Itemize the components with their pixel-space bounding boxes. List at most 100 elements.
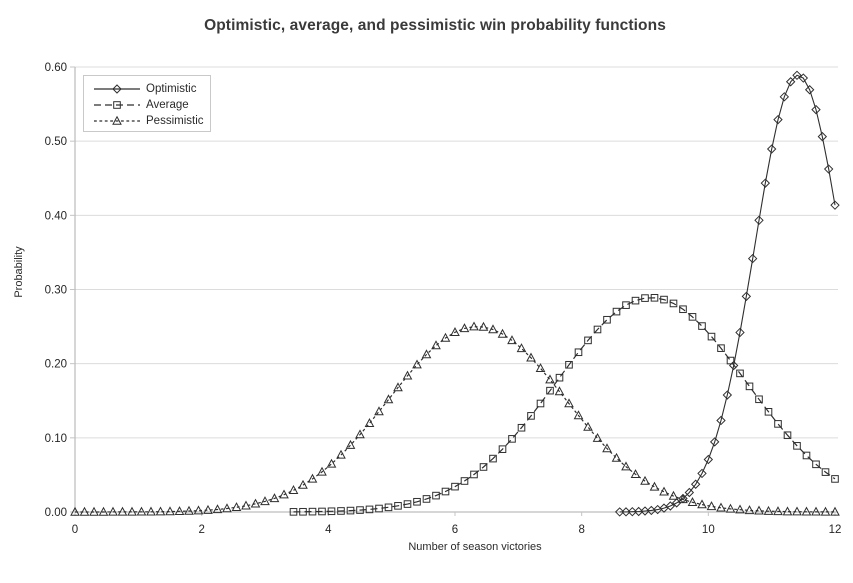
square-marker [365, 505, 374, 514]
square-marker [517, 423, 526, 432]
triangle-marker [402, 370, 413, 380]
triangle-marker [697, 499, 707, 509]
y-tick-label: 0.60 [45, 62, 67, 74]
square-marker [783, 431, 792, 440]
triangle-marker [165, 506, 175, 516]
triangle-marker [112, 115, 122, 125]
diamond-marker [804, 85, 815, 95]
chart-title: Optimistic, average, and pessimistic win… [204, 17, 666, 34]
square-marker [489, 454, 497, 463]
triangle-marker [136, 506, 147, 516]
diamond-marker [735, 327, 745, 338]
y-tick-label: 0.50 [45, 136, 67, 148]
diamond-marker [722, 390, 733, 400]
x-tick-label: 4 [325, 524, 332, 536]
square-marker [669, 299, 678, 308]
triangle-marker [649, 481, 660, 491]
square-marker [745, 382, 754, 391]
triangle-marker [801, 506, 812, 516]
triangle-marker [374, 406, 384, 416]
triangle-marker [459, 323, 470, 333]
square-marker [318, 507, 326, 516]
square-marker [565, 360, 573, 369]
triangle-marker [554, 386, 565, 396]
diamond-marker [627, 506, 638, 517]
x-tick-label: 12 [829, 524, 842, 536]
x-tick-label: 6 [452, 524, 458, 536]
triangle-marker [108, 506, 118, 516]
square-marker [774, 420, 782, 428]
series-pessimistic [70, 321, 840, 516]
triangle-marker [687, 497, 698, 506]
diamond-marker [830, 200, 840, 210]
square-marker [299, 507, 307, 516]
diamond-marker [703, 454, 714, 465]
diamond-marker [817, 131, 828, 142]
diamond-marker [766, 144, 777, 154]
triangle-marker [535, 363, 546, 373]
triangle-marker [222, 503, 232, 513]
diamond-marker [621, 507, 631, 517]
triangle-marker [260, 496, 270, 506]
square-marker [650, 294, 659, 302]
square-marker [346, 506, 355, 515]
y-tick-label: 0.10 [45, 433, 67, 445]
square-marker [717, 344, 725, 352]
triangle-marker [203, 504, 213, 514]
triangle-marker [231, 502, 242, 512]
diamond-marker [747, 253, 758, 264]
triangle-marker [317, 466, 327, 476]
triangle-marker [288, 485, 299, 494]
triangle-marker [773, 506, 783, 516]
triangle-marker [659, 486, 669, 496]
triangle-marker [573, 410, 584, 420]
x-tick-label: 10 [702, 524, 715, 536]
square-marker [831, 475, 839, 483]
pessimistic-line-triangle-icon [94, 115, 140, 125]
triangle-marker [735, 504, 745, 514]
triangle-marker [117, 506, 128, 516]
square-marker [546, 386, 554, 395]
square-marker [612, 307, 621, 316]
triangle-marker [450, 327, 460, 336]
triangle-marker [336, 449, 346, 459]
triangle-marker [754, 505, 764, 515]
diamond-marker [754, 215, 764, 226]
triangle-marker [431, 340, 441, 350]
legend-item-average: Average [93, 97, 210, 113]
diamond-marker [785, 77, 796, 87]
series-optimistic [614, 70, 840, 517]
square-marker [432, 491, 440, 500]
square-marker [508, 435, 516, 443]
square-marker [470, 470, 478, 479]
square-marker [726, 356, 735, 365]
square-marker [603, 315, 611, 324]
triangle-marker [383, 394, 394, 404]
triangle-marker [526, 352, 536, 362]
triangle-marker [393, 382, 403, 392]
square-marker [337, 507, 345, 515]
square-marker [498, 445, 507, 453]
square-marker [327, 507, 336, 516]
square-marker [289, 508, 298, 516]
triangle-marker [250, 498, 261, 508]
triangle-marker [70, 506, 80, 516]
series-average [289, 294, 839, 516]
triangle-marker [782, 506, 793, 516]
triangle-marker [820, 506, 831, 516]
square-marker [413, 497, 421, 506]
triangle-marker [564, 398, 574, 408]
triangle-marker [412, 359, 422, 369]
y-tick-label: 0.30 [45, 285, 67, 297]
legend-item-pessimistic: Pessimistic [93, 113, 210, 129]
square-marker [821, 468, 830, 476]
square-marker [688, 313, 697, 321]
triangle-marker [621, 461, 631, 471]
square-marker [764, 408, 773, 416]
triangle-marker [830, 506, 840, 516]
diamond-marker [709, 437, 720, 447]
x-tick-label: 8 [578, 524, 584, 536]
x-tick-label: 2 [198, 524, 204, 536]
diamond-marker [773, 114, 783, 125]
